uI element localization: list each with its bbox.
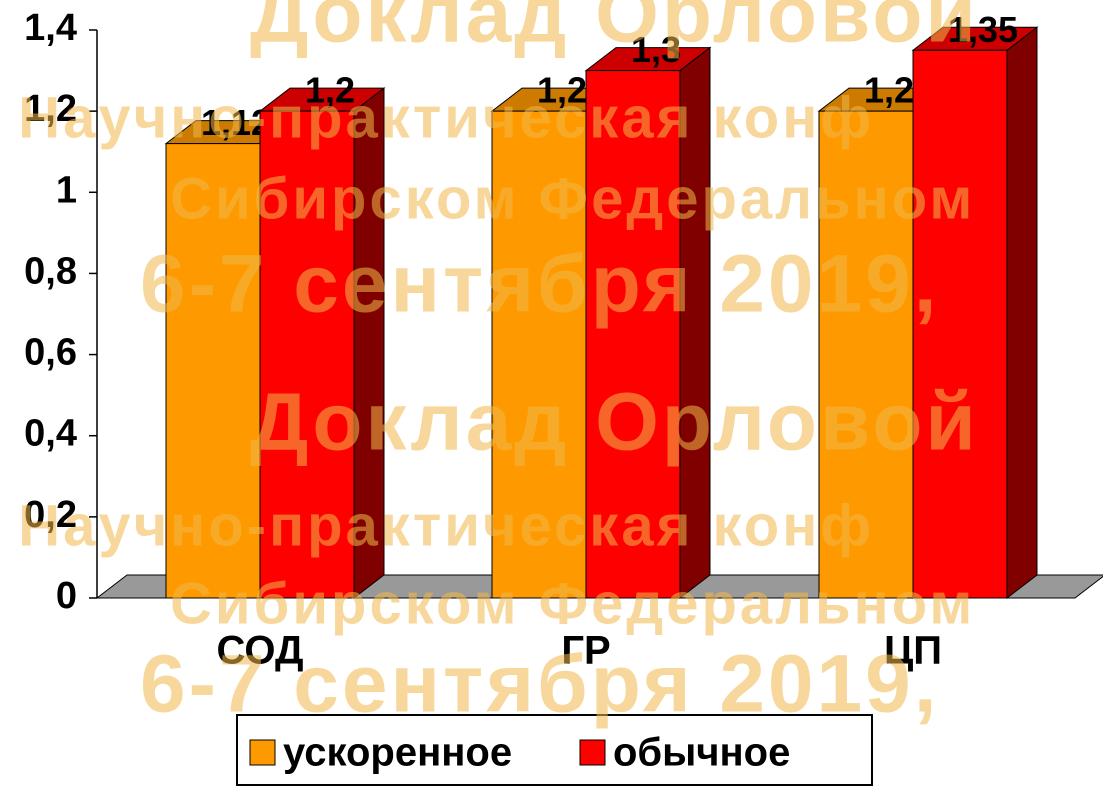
bar <box>585 70 681 599</box>
legend-swatch <box>249 739 276 766</box>
y-tick-label: 1,4 <box>24 7 77 49</box>
value-label: 1,35 <box>948 9 1018 50</box>
y-tick-label: 0,2 <box>24 494 77 536</box>
watermark: I Научно-практическая конф <box>0 493 874 558</box>
y-tick-label: 0,6 <box>24 332 77 374</box>
value-label: 1,2 <box>305 70 355 111</box>
bar-side <box>1006 26 1038 600</box>
bar <box>912 49 1008 599</box>
legend-label: обычное <box>613 731 790 775</box>
y-tick-label: 0 <box>56 575 77 617</box>
watermark: 6-7 сентября 2019, <box>140 639 940 730</box>
bar <box>165 143 261 599</box>
legend-swatch <box>579 739 606 766</box>
watermark: Доклад Орловой <box>250 377 979 468</box>
x-tick-label: ЦП <box>884 629 942 673</box>
watermark: Доклад Орловой <box>250 0 979 60</box>
watermark: Сибирском Федеральном <box>170 166 975 231</box>
legend-box <box>236 714 873 786</box>
watermark: 6-7 сентября 2019, <box>140 239 940 330</box>
watermark: I Научно-практическая конф <box>0 85 874 150</box>
value-label: 1,2 <box>537 70 587 111</box>
x-tick-label: ГР <box>561 629 610 673</box>
bar <box>818 110 914 599</box>
value-label: 1,12 <box>201 102 271 143</box>
value-label: 1,2 <box>864 70 914 111</box>
bar <box>259 110 355 599</box>
bar <box>491 110 587 599</box>
y-tick-label: 1,2 <box>24 88 77 130</box>
x-tick-label: СОД <box>217 629 304 673</box>
y-tick-label: 1 <box>56 169 77 211</box>
y-tick-label: 0,4 <box>24 413 77 455</box>
value-label: 1,3 <box>631 29 681 70</box>
y-tick-label: 0,8 <box>24 250 77 292</box>
legend-label: ускоренное <box>283 731 512 775</box>
watermark: Сибирском Федеральном <box>170 571 975 636</box>
